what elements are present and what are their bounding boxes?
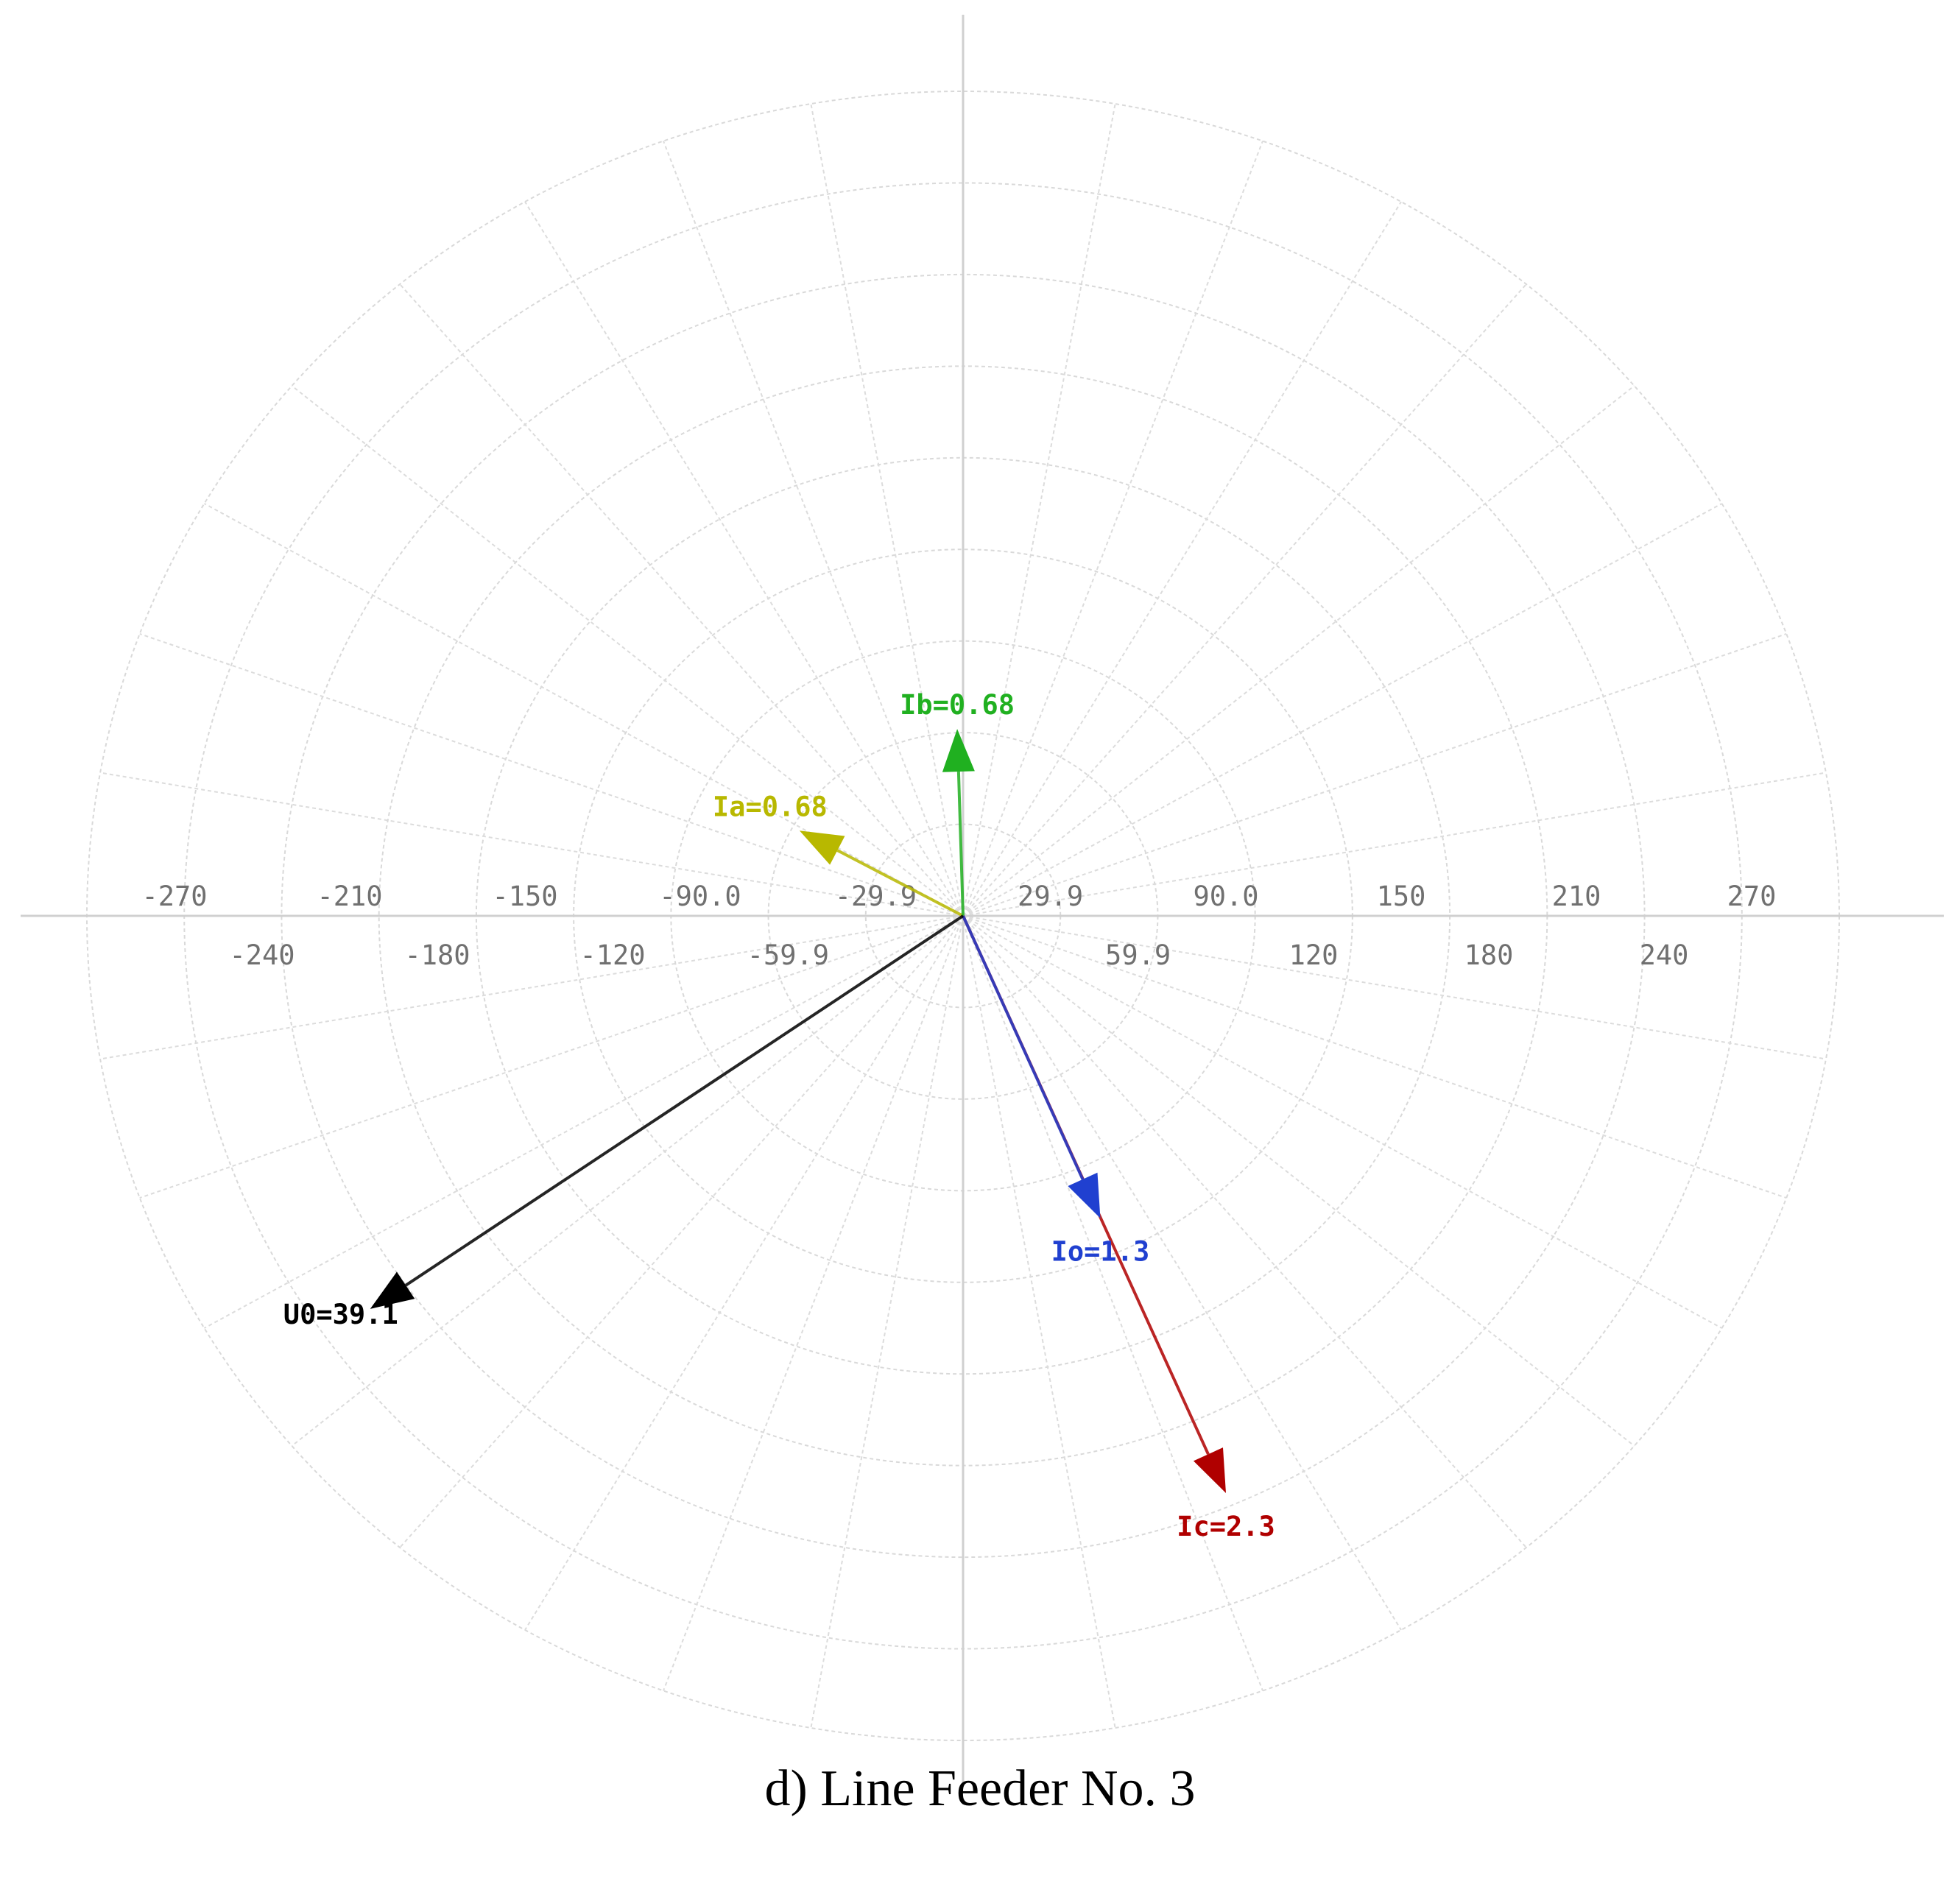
grid-spoke: [663, 915, 964, 1691]
x-tick-label: 59.9: [1105, 939, 1171, 971]
phasor-line: [962, 915, 1085, 1180]
grid-spoke: [203, 915, 964, 1329]
x-tick-label: -210: [317, 881, 382, 912]
grid-spoke: [399, 283, 964, 917]
axes: [21, 15, 1944, 1785]
grid-spoke: [962, 385, 1635, 917]
x-tick-label: -180: [404, 939, 470, 971]
phasor-label: Io=1.3: [1051, 1236, 1150, 1268]
grid-spoke: [962, 915, 1723, 1329]
grid-spoke: [962, 915, 1402, 1631]
phasor-ia: Ia=0.68: [713, 791, 964, 917]
grid-spoke: [962, 915, 1635, 1447]
phasor-arrowhead: [799, 830, 845, 865]
grid-spoke: [139, 915, 964, 1199]
phasor-arrowhead: [1193, 1447, 1226, 1493]
x-tick-label: -240: [229, 939, 295, 971]
phasor-label: Ia=0.68: [713, 791, 828, 822]
x-tick-label: 90.0: [1193, 881, 1258, 912]
grid-spoke: [524, 201, 964, 917]
x-tick-label: 150: [1377, 881, 1426, 912]
x-tick-label: -59.9: [747, 939, 829, 971]
phasor-line: [836, 849, 964, 917]
grid-spoke: [962, 103, 1116, 917]
phasor-arrowhead: [942, 729, 975, 772]
phasor-line: [405, 914, 965, 1287]
x-tick-label: -90.0: [659, 881, 741, 912]
phasor-ic: Ic=2.3: [962, 915, 1275, 1542]
phasors: Ia=0.68 Ib=0.68 Ic=2.3 Io=1.3 U0=39.1: [283, 689, 1275, 1542]
x-tick-label: -150: [492, 881, 557, 912]
x-tick-labels-upper: -270 -210 -150 -90.0 -29.9 29.9 90.0 150 210 270: [141, 881, 1776, 912]
grid-spoke: [962, 283, 1527, 917]
phasor-ib: Ib=0.68: [900, 689, 1015, 917]
x-tick-label: 240: [1640, 939, 1689, 971]
phasor-label: Ib=0.68: [900, 689, 1015, 721]
phasor-label: U0=39.1: [283, 1299, 398, 1330]
phasor-arrowhead: [370, 1271, 415, 1309]
grid-spoke: [962, 915, 1827, 1060]
grid-spoke: [291, 915, 964, 1447]
phasor-io: Io=1.3: [962, 915, 1150, 1268]
x-tick-labels-lower: -240 -180 -120 -59.9 59.9 120 180 240: [229, 939, 1688, 971]
x-tick-label: 180: [1464, 939, 1514, 971]
grid-spoke: [962, 201, 1402, 917]
grid-spoke: [962, 141, 1263, 917]
grid-spoke: [810, 103, 964, 917]
grid-spoke: [962, 915, 1116, 1729]
x-tick-label: 29.9: [1018, 881, 1083, 912]
grid-spoke: [399, 915, 964, 1548]
phasor-u0: U0=39.1: [283, 914, 965, 1330]
grid-spoke: [962, 632, 1787, 917]
grid-spoke: [962, 915, 1263, 1691]
grid-spoke: [962, 915, 1527, 1548]
grid-spoke: [962, 503, 1723, 917]
phasor-line: [956, 772, 965, 917]
figure-caption: d) Line Feeder No. 3: [764, 1760, 1196, 1817]
x-tick-label: 270: [1727, 881, 1777, 912]
grid-spoke: [524, 915, 964, 1631]
grid-spoke: [139, 632, 964, 917]
grid-spoke: [962, 915, 1787, 1199]
grid-spoke: [810, 915, 964, 1729]
grid-spoke: [203, 503, 964, 917]
phasor-label: Ic=2.3: [1177, 1511, 1275, 1542]
x-tick-label: 210: [1552, 881, 1601, 912]
x-tick-label: -120: [579, 939, 645, 971]
phasor-arrowhead: [1068, 1172, 1101, 1218]
grid-spoke: [99, 915, 964, 1060]
x-tick-label: 120: [1289, 939, 1339, 971]
grid-spoke: [663, 141, 964, 917]
grid-spoke: [291, 385, 964, 917]
x-tick-label: -270: [141, 881, 207, 912]
